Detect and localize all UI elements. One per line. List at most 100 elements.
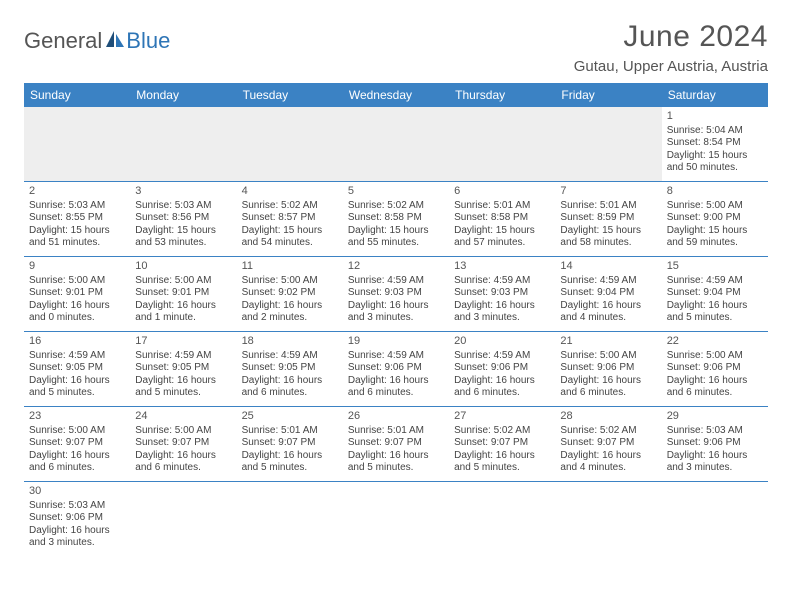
day-info: Sunrise: 5:02 AMSunset: 8:58 PMDaylight:…	[348, 200, 444, 250]
calendar-day: 20Sunrise: 4:59 AMSunset: 9:06 PMDayligh…	[449, 332, 555, 406]
day-number: 12	[348, 260, 444, 274]
day-info: Sunrise: 5:02 AMSunset: 8:57 PMDaylight:…	[242, 200, 338, 250]
logo: General Blue	[24, 20, 170, 54]
calendar-day: 27Sunrise: 5:02 AMSunset: 9:07 PMDayligh…	[449, 407, 555, 481]
calendar-day: 28Sunrise: 5:02 AMSunset: 9:07 PMDayligh…	[555, 407, 661, 481]
logo-text-general: General	[24, 28, 102, 54]
weekday-label: Sunday	[24, 83, 130, 107]
day-info: Sunrise: 5:00 AMSunset: 9:01 PMDaylight:…	[135, 275, 231, 325]
calendar-day: 16Sunrise: 4:59 AMSunset: 9:05 PMDayligh…	[24, 332, 130, 406]
day-number: 15	[667, 260, 763, 274]
day-number: 21	[560, 335, 656, 349]
day-info: Sunrise: 5:00 AMSunset: 9:07 PMDaylight:…	[29, 425, 125, 475]
day-number: 30	[29, 485, 125, 499]
calendar-day: 19Sunrise: 4:59 AMSunset: 9:06 PMDayligh…	[343, 332, 449, 406]
calendar-day-empty	[343, 482, 449, 556]
calendar-week: 2Sunrise: 5:03 AMSunset: 8:55 PMDaylight…	[24, 182, 768, 257]
day-info: Sunrise: 5:00 AMSunset: 9:02 PMDaylight:…	[242, 275, 338, 325]
title-block: June 2024 Gutau, Upper Austria, Austria	[574, 20, 768, 75]
day-info: Sunrise: 5:01 AMSunset: 9:07 PMDaylight:…	[348, 425, 444, 475]
day-number: 20	[454, 335, 550, 349]
calendar-day: 21Sunrise: 5:00 AMSunset: 9:06 PMDayligh…	[555, 332, 661, 406]
calendar-day-empty	[555, 107, 661, 181]
day-number: 26	[348, 410, 444, 424]
calendar-day: 25Sunrise: 5:01 AMSunset: 9:07 PMDayligh…	[237, 407, 343, 481]
calendar-day-empty	[555, 482, 661, 556]
calendar-day: 5Sunrise: 5:02 AMSunset: 8:58 PMDaylight…	[343, 182, 449, 256]
day-info: Sunrise: 5:02 AMSunset: 9:07 PMDaylight:…	[454, 425, 550, 475]
day-number: 23	[29, 410, 125, 424]
day-info: Sunrise: 4:59 AMSunset: 9:03 PMDaylight:…	[454, 275, 550, 325]
calendar-day: 13Sunrise: 4:59 AMSunset: 9:03 PMDayligh…	[449, 257, 555, 331]
day-number: 5	[348, 185, 444, 199]
day-number: 2	[29, 185, 125, 199]
calendar-day: 4Sunrise: 5:02 AMSunset: 8:57 PMDaylight…	[237, 182, 343, 256]
day-number: 7	[560, 185, 656, 199]
calendar-day-empty	[449, 107, 555, 181]
day-number: 3	[135, 185, 231, 199]
day-info: Sunrise: 5:01 AMSunset: 8:59 PMDaylight:…	[560, 200, 656, 250]
calendar-week: 1Sunrise: 5:04 AMSunset: 8:54 PMDaylight…	[24, 107, 768, 182]
calendar-day: 10Sunrise: 5:00 AMSunset: 9:01 PMDayligh…	[130, 257, 236, 331]
day-info: Sunrise: 4:59 AMSunset: 9:04 PMDaylight:…	[667, 275, 763, 325]
calendar-day-empty	[130, 107, 236, 181]
day-number: 27	[454, 410, 550, 424]
weekday-label: Wednesday	[343, 83, 449, 107]
weekday-label: Monday	[130, 83, 236, 107]
month-title: June 2024	[574, 20, 768, 54]
calendar-day-empty	[237, 107, 343, 181]
day-number: 11	[242, 260, 338, 274]
day-number: 17	[135, 335, 231, 349]
day-info: Sunrise: 5:03 AMSunset: 8:55 PMDaylight:…	[29, 200, 125, 250]
day-number: 1	[667, 110, 763, 124]
day-number: 14	[560, 260, 656, 274]
day-info: Sunrise: 4:59 AMSunset: 9:05 PMDaylight:…	[135, 350, 231, 400]
calendar-week: 16 Sunrise: 4:59 AMSunset: 9:05 PMDayligh…	[24, 332, 768, 407]
calendar-page: General Blue June 2024 Gutau, Upper Aust…	[0, 0, 792, 576]
calendar-day: 22Sunrise: 5:00 AMSunset: 9:06 PMDayligh…	[662, 332, 768, 406]
day-number: 10	[135, 260, 231, 274]
day-number: 18	[242, 335, 338, 349]
calendar-week: 23Sunrise: 5:00 AMSunset: 9:07 PMDayligh…	[24, 407, 768, 482]
day-number: 25	[242, 410, 338, 424]
calendar-day: 30Sunrise: 5:03 AMSunset: 9:06 PMDayligh…	[24, 482, 130, 556]
day-number: 8	[667, 185, 763, 199]
weekday-header-row: SundayMondayTuesdayWednesdayThursdayFrid…	[24, 83, 768, 107]
weekday-label: Thursday	[449, 83, 555, 107]
day-number: 29	[667, 410, 763, 424]
day-info: Sunrise: 4:59 AMSunset: 9:04 PMDaylight:…	[560, 275, 656, 325]
calendar-week: 9Sunrise: 5:00 AMSunset: 9:01 PMDaylight…	[24, 257, 768, 332]
weekday-label: Saturday	[662, 83, 768, 107]
calendar-day: 1Sunrise: 5:04 AMSunset: 8:54 PMDaylight…	[662, 107, 768, 181]
calendar-day-empty	[24, 107, 130, 181]
calendar-day-empty	[449, 482, 555, 556]
day-info: Sunrise: 5:02 AMSunset: 9:07 PMDaylight:…	[560, 425, 656, 475]
calendar-day: 24Sunrise: 5:00 AMSunset: 9:07 PMDayligh…	[130, 407, 236, 481]
day-info: Sunrise: 5:00 AMSunset: 9:06 PMDaylight:…	[560, 350, 656, 400]
day-number: 19	[348, 335, 444, 349]
day-number: 16	[29, 335, 125, 349]
day-info: Sunrise: 5:00 AMSunset: 9:06 PMDaylight:…	[667, 350, 763, 400]
day-info: Sunrise: 5:00 AMSunset: 9:00 PMDaylight:…	[667, 200, 763, 250]
day-info: Sunrise: 4:59 AMSunset: 9:06 PMDaylight:…	[454, 350, 550, 400]
weekday-label: Tuesday	[237, 83, 343, 107]
calendar-day: 26Sunrise: 5:01 AMSunset: 9:07 PMDayligh…	[343, 407, 449, 481]
calendar-day: 17Sunrise: 4:59 AMSunset: 9:05 PMDayligh…	[130, 332, 236, 406]
calendar: SundayMondayTuesdayWednesdayThursdayFrid…	[24, 83, 768, 556]
day-info: Sunrise: 5:00 AMSunset: 9:07 PMDaylight:…	[135, 425, 231, 475]
calendar-day: 23Sunrise: 5:00 AMSunset: 9:07 PMDayligh…	[24, 407, 130, 481]
calendar-day: 9Sunrise: 5:00 AMSunset: 9:01 PMDaylight…	[24, 257, 130, 331]
location: Gutau, Upper Austria, Austria	[574, 58, 768, 75]
day-info: Sunrise: 4:59 AMSunset: 9:05 PMDaylight:…	[242, 350, 338, 400]
day-info: Sunrise: 4:59 AMSunset: 9:03 PMDaylight:…	[348, 275, 444, 325]
day-number: 6	[454, 185, 550, 199]
day-info: Sunrise: 5:03 AMSunset: 9:06 PMDaylight:…	[667, 425, 763, 475]
day-number: 28	[560, 410, 656, 424]
day-info: Sunrise: 5:01 AMSunset: 9:07 PMDaylight:…	[242, 425, 338, 475]
header: General Blue June 2024 Gutau, Upper Aust…	[24, 20, 768, 75]
calendar-day-empty	[130, 482, 236, 556]
calendar-grid: 1Sunrise: 5:04 AMSunset: 8:54 PMDaylight…	[24, 107, 768, 556]
day-info: Sunrise: 4:59 AMSunset: 9:06 PMDaylight:…	[348, 350, 444, 400]
day-number: 22	[667, 335, 763, 349]
calendar-week: 30Sunrise: 5:03 AMSunset: 9:06 PMDayligh…	[24, 482, 768, 556]
